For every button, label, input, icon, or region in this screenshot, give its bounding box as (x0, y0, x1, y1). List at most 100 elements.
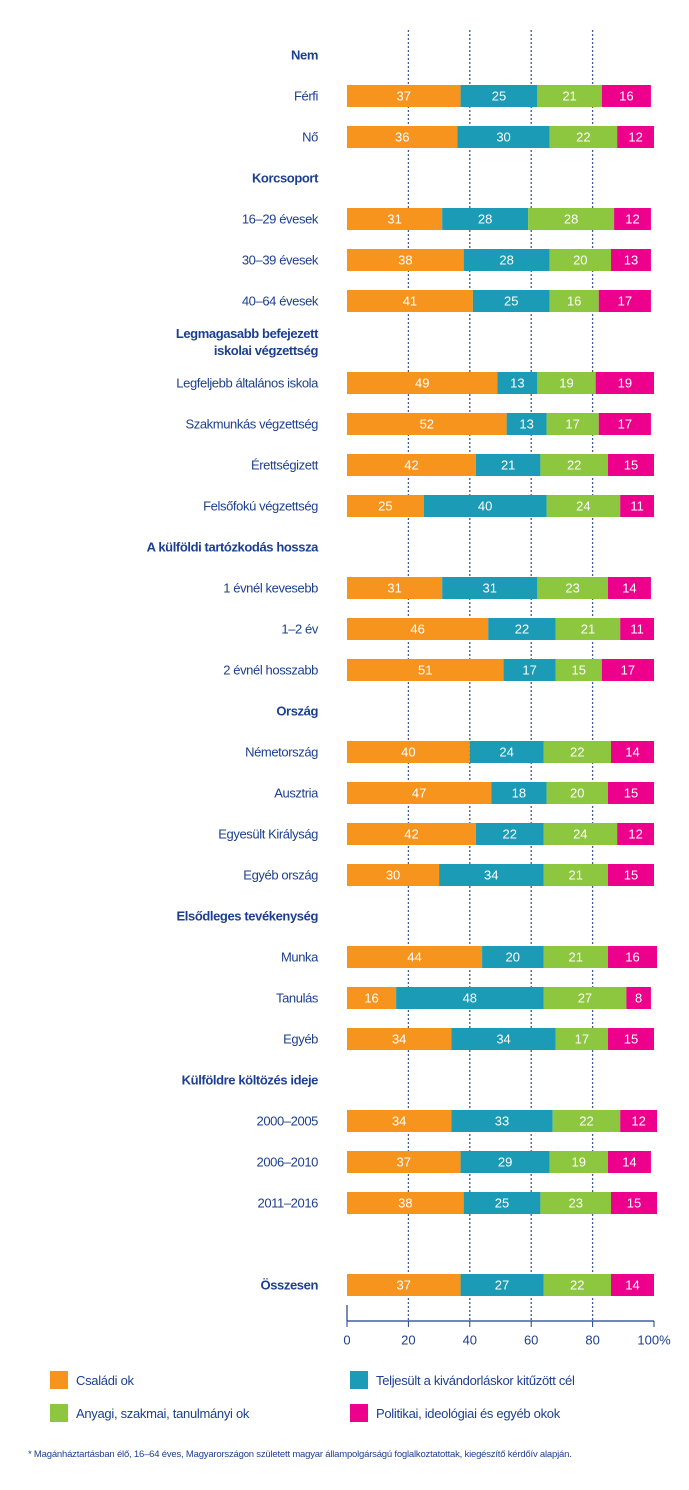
bar-segment (620, 1110, 658, 1132)
legend-label: Anyagi, szakmai, tanulmányi ok (76, 1405, 250, 1421)
bar-segment (611, 741, 654, 763)
bar-segment (497, 372, 538, 394)
data-label: 21 (501, 457, 515, 472)
data-label: 16 (364, 990, 378, 1005)
data-label: 13 (510, 375, 524, 390)
data-label: 17 (575, 1031, 589, 1046)
category-label: Felsőfokú végzettség (203, 498, 318, 514)
category-label: 1–2 év (281, 621, 318, 637)
bar-segment (442, 577, 538, 599)
legend-swatch (50, 1371, 68, 1389)
bar-segment (528, 208, 615, 230)
data-label: 37 (397, 1277, 411, 1292)
data-label: 34 (392, 1113, 406, 1128)
data-label: 17 (618, 416, 632, 431)
bar-segment (347, 1028, 452, 1050)
bar-segment (546, 413, 599, 435)
group-header: Nem (291, 47, 318, 63)
bar-segment (423, 495, 547, 517)
bar-segment (347, 823, 476, 845)
bar-segment (617, 126, 654, 148)
x-tick-label: 0 (343, 1332, 350, 1347)
data-label: 48 (463, 990, 477, 1005)
bar-segment (451, 1110, 553, 1132)
bar-segment (607, 1028, 654, 1050)
data-label: 27 (495, 1277, 509, 1292)
data-label: 46 (410, 621, 424, 636)
data-label: 22 (576, 129, 590, 144)
data-label: 31 (387, 580, 401, 595)
bar-segment (347, 782, 492, 804)
data-label: 22 (570, 744, 584, 759)
bar-segment (463, 1192, 541, 1214)
data-label: 21 (568, 949, 582, 964)
bar-segment (549, 249, 612, 271)
bar-segment (347, 454, 476, 476)
bar-segment (460, 85, 538, 107)
bar-segment (549, 290, 599, 312)
data-label: 34 (392, 1031, 406, 1046)
data-label: 25 (492, 88, 506, 103)
bar-segment (347, 126, 458, 148)
data-label: 15 (624, 457, 638, 472)
legend-label: Családi ok (76, 1372, 134, 1388)
x-tick-label: 80 (585, 1332, 599, 1347)
data-label: 36 (395, 129, 409, 144)
legend-swatch (50, 1404, 68, 1422)
data-label: 23 (568, 1195, 582, 1210)
group-header: Korcsoport (251, 170, 318, 186)
category-label: Munka (280, 949, 318, 965)
category-label: 2006–2010 (256, 1154, 319, 1170)
category-label: 1 évnél kevesebb (223, 580, 318, 596)
data-label: 22 (570, 1277, 584, 1292)
data-label: 15 (572, 662, 586, 677)
x-tick-label: 100% (637, 1332, 671, 1347)
data-label: 20 (573, 252, 587, 267)
data-label: 14 (622, 580, 636, 595)
bar-segment (549, 1151, 608, 1173)
data-label: 14 (625, 1277, 639, 1292)
category-label: Egyéb ország (243, 867, 318, 883)
bar-segment (595, 372, 654, 394)
bar-segment (601, 659, 654, 681)
data-label: 34 (484, 867, 498, 882)
data-label: 14 (622, 1154, 636, 1169)
data-label: 20 (570, 785, 584, 800)
data-label: 51 (418, 662, 432, 677)
bar-segment (549, 126, 618, 148)
bar-segment (617, 823, 654, 845)
data-label: 22 (579, 1113, 593, 1128)
data-label: 34 (496, 1031, 510, 1046)
group-header: Külföldre költözés ideje (181, 1072, 319, 1088)
bar-segment (460, 1151, 550, 1173)
bar-segment (601, 85, 651, 107)
bar-segment (347, 372, 498, 394)
data-label: 30 (496, 129, 510, 144)
data-label: 30 (386, 867, 400, 882)
bar-segment (347, 249, 464, 271)
bar-segment (543, 864, 608, 886)
legend-item: Anyagi, szakmai, tanulmányi ok (50, 1404, 249, 1422)
bar-segment (347, 1274, 461, 1296)
bar-segment (347, 85, 461, 107)
bar-segment (540, 1192, 612, 1214)
data-label: 49 (415, 375, 429, 390)
bar-segment (347, 1192, 464, 1214)
category-label: Németország (245, 744, 318, 760)
group-header: Legmagasabb befejezett iskolai végzettsé… (175, 326, 319, 358)
data-label: 21 (581, 621, 595, 636)
data-label: 12 (625, 211, 639, 226)
x-tick-label: 40 (463, 1332, 477, 1347)
category-label: 16–29 évesek (241, 211, 319, 227)
data-label: 18 (512, 785, 526, 800)
data-label: 16 (567, 293, 581, 308)
data-label: 14 (625, 744, 639, 759)
bar-segment (611, 249, 651, 271)
data-label: 8 (635, 990, 642, 1005)
bar-segment (607, 577, 651, 599)
data-label: 52 (420, 416, 434, 431)
bar-segment (347, 577, 443, 599)
bar-segment (463, 249, 550, 271)
category-label: Összesen (260, 1277, 318, 1293)
bar-segment (537, 577, 608, 599)
